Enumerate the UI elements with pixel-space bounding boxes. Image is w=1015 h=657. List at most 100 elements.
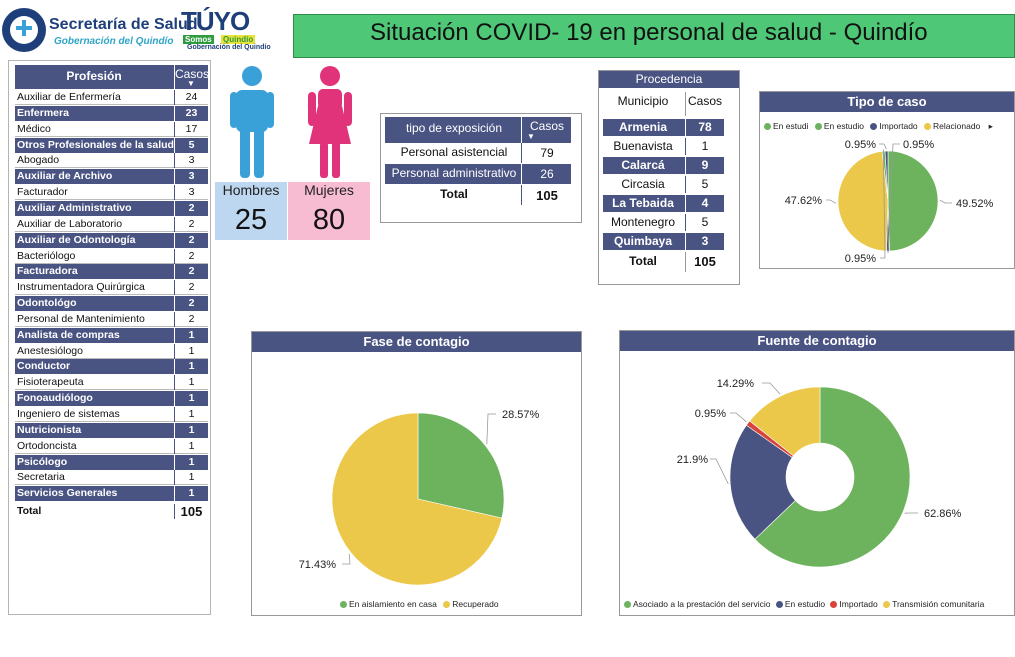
logo-title: Secretaría de Salud — [49, 16, 198, 33]
tuyo-logo: TÚYO Somos Quindío Gobernación del Quind… — [181, 6, 287, 54]
profession-count: 24 — [185, 91, 198, 103]
profession-count: 2 — [188, 233, 195, 246]
legend-item[interactable]: Relacionado — [924, 121, 980, 131]
profession-name: Auxiliar de Archivo — [17, 170, 113, 183]
profession-name: Analista de compras — [17, 328, 120, 341]
leader-line — [939, 199, 952, 204]
pie-slice[interactable] — [729, 424, 796, 540]
profession-count: 1 — [188, 376, 195, 389]
leader-line — [342, 553, 351, 565]
data-label: 0.95% — [845, 253, 876, 265]
legend-item[interactable]: Asociado a la prestación del servicio — [624, 599, 771, 609]
table-row: Enfermera 23 — [15, 105, 208, 121]
table-row: La Tebaida 4 — [603, 195, 724, 212]
leader-line — [880, 149, 886, 259]
municipio-name: Circasia — [621, 177, 665, 191]
table-row: Personal de Mantenimiento 2 — [15, 311, 208, 327]
exposure-total-row: Total 105 — [385, 185, 571, 205]
legend-item[interactable]: En aislamiento en casa — [340, 599, 437, 609]
tuyo-word: TÚYO — [181, 6, 250, 36]
tuyo-somos: Somos — [183, 35, 214, 44]
exposure-count: 79 — [540, 146, 554, 160]
profession-count: 1 — [188, 360, 195, 373]
legend-item[interactable]: Transmisión comunitaria — [883, 599, 984, 609]
fase-contagio-legend: En aislamiento en casa Recuperado — [340, 599, 499, 609]
table-row: Auxiliar Administrativo 2 — [15, 200, 208, 216]
procedencia-cases-header[interactable]: Casos — [687, 94, 722, 108]
legend-item[interactable]: En estudio — [814, 121, 864, 131]
municipio-count: 5 — [701, 177, 709, 191]
profession-count: 1 — [188, 344, 195, 357]
total-label: Total — [629, 254, 657, 268]
profession-count: 3 — [188, 170, 195, 183]
profession-count: 2 — [188, 312, 195, 325]
profession-name: Auxiliar de Enfermería — [17, 91, 121, 103]
total-value: 105 — [694, 254, 716, 269]
leader-line — [710, 458, 729, 485]
exposure-count: 26 — [540, 167, 554, 181]
legend-item[interactable]: En estudi — [764, 121, 808, 131]
exposure-column-header[interactable]: tipo de exposición — [405, 121, 503, 135]
legend-item[interactable]: En estudio — [775, 599, 825, 609]
pie-slice[interactable] — [754, 386, 911, 568]
profession-name: Personal de Mantenimiento — [17, 312, 145, 325]
municipio-count: 5 — [701, 215, 709, 229]
men-value: 25 — [234, 204, 268, 236]
profession-count: 1 — [188, 408, 195, 420]
sort-desc-icon[interactable]: ▼ — [187, 79, 195, 88]
leader-line — [879, 143, 887, 150]
pie-slice[interactable] — [417, 412, 505, 519]
fase-contagio-pie: 28.57% 71.43% — [299, 409, 540, 586]
pie-slice[interactable] — [837, 151, 889, 252]
total-label: Total — [17, 505, 42, 517]
procedencia-table: Procedencia Municipio Casos Armenia 78 Bue… — [598, 70, 740, 285]
table-row: Buenavista 1 — [603, 138, 724, 155]
legend-item[interactable]: Importado — [830, 599, 878, 609]
table-row: Nutricionista 1 — [15, 422, 208, 438]
tipo-caso-panel: Tipo de caso En estudi En estudio Import… — [759, 91, 1015, 269]
pie-slice[interactable] — [887, 150, 939, 252]
municipio-column-header[interactable]: Municipio — [617, 94, 669, 108]
exposure-table: tipo de exposición Casos ▼ Personal asis… — [380, 113, 582, 223]
profession-name: Enfermera — [17, 106, 69, 119]
profession-name: Fonoaudiólogo — [17, 392, 93, 405]
profession-count: 3 — [188, 154, 195, 167]
profession-count: 1 — [188, 328, 195, 341]
profession-name: Servicios Generales — [17, 487, 118, 500]
cases-column-header[interactable]: Casos — [175, 67, 210, 81]
data-label: 62.86% — [924, 508, 962, 520]
profession-name: Instrumentadora Quirúrgica — [17, 281, 145, 294]
leader-line — [887, 143, 900, 254]
total-label: Total — [440, 187, 468, 201]
procedencia-header: Municipio Casos — [603, 92, 724, 116]
legend-item[interactable]: Recuperado — [443, 599, 499, 609]
legend-item[interactable]: Importado — [870, 121, 918, 131]
data-label: 14.29% — [717, 378, 755, 390]
pie-slice[interactable] — [884, 150, 889, 202]
table-row: Analista de compras 1 — [15, 327, 208, 343]
profession-count: 1 — [188, 423, 195, 436]
profession-name: Fisioterapeuta — [17, 376, 84, 389]
table-row: Otros Profesionales de la salud 5 — [15, 137, 208, 153]
profession-name: Facturadora — [17, 265, 78, 278]
profession-total-row: Total 105 — [15, 504, 208, 519]
legend-next-icon[interactable]: ▸ — [988, 121, 993, 131]
logo-subtitle: Gobernación del Quindío — [54, 36, 174, 47]
profession-count: 1 — [188, 439, 195, 452]
pie-slice[interactable] — [749, 386, 821, 457]
profession-count: 2 — [188, 281, 195, 294]
profession-name: Bacteriólogo — [17, 249, 76, 262]
table-row: Personal administrativo 26 — [385, 164, 571, 184]
table-row: Facturador 3 — [15, 185, 208, 201]
profession-count: 2 — [188, 217, 195, 230]
pie-slice[interactable] — [331, 412, 503, 586]
profession-column-header[interactable]: Profesión — [66, 69, 122, 83]
profession-name: Médico — [17, 122, 51, 135]
exposure-cases-header[interactable]: Casos — [529, 119, 564, 133]
municipio-count: 4 — [701, 196, 709, 210]
table-row: Facturadora 2 — [15, 264, 208, 280]
procedencia-title: Procedencia — [599, 71, 739, 88]
profession-name: Conductor — [17, 360, 71, 373]
fase-contagio-panel: Fase de contagio 28.57% 71.43% En aislami… — [251, 331, 582, 616]
sort-desc-icon[interactable]: ▼ — [527, 132, 535, 141]
